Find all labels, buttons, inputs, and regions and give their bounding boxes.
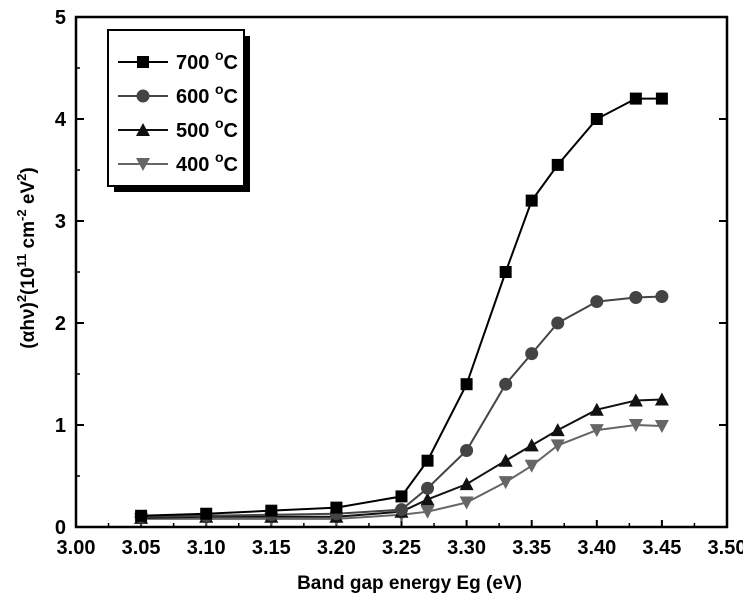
data-point-600 (499, 377, 513, 391)
legend-label: 500 oC (176, 115, 238, 142)
y-tick-label: 3 (55, 211, 66, 233)
data-point-500 (654, 392, 669, 406)
y-axis-ticks: 0 1 2 3 4 5 (55, 7, 727, 539)
data-point-600 (421, 481, 435, 495)
data-point-500 (420, 492, 435, 506)
x-axis-title: Band gap energy Eg (eV) (297, 573, 522, 594)
series-700 (135, 92, 668, 522)
legend: 700 oC 600 oC 500 oC 400 oC (107, 29, 250, 192)
data-point-600 (460, 444, 474, 457)
legend-label: 700 oC (176, 47, 238, 74)
y-title-sup3: -2 (14, 209, 29, 221)
series-line-600 (141, 295, 662, 518)
data-point-600 (629, 291, 643, 304)
data-point-400 (589, 424, 604, 438)
data-point-400 (654, 420, 669, 434)
data-point-700 (265, 504, 278, 517)
data-point-400 (420, 505, 435, 519)
x-tick-label: 3.45 (642, 537, 681, 559)
data-point-500 (628, 393, 643, 407)
data-point-700 (590, 113, 603, 125)
data-point-600 (551, 316, 565, 330)
y-title-sup2: 11 (14, 254, 29, 268)
data-point-600 (395, 503, 408, 517)
data-point-700 (655, 92, 668, 105)
data-point-700 (200, 507, 213, 520)
x-axis-ticks: 3.00 3.05 3.10 3.15 3.20 3.25 3.30 3.35 3.40 3.45… (57, 520, 743, 559)
data-point-500 (459, 477, 474, 491)
data-point-400 (498, 476, 513, 490)
x-tick-label: 3.15 (252, 537, 291, 559)
x-tick-label: 3.00 (57, 537, 96, 559)
data-point-700 (525, 194, 538, 207)
data-point-400 (459, 496, 474, 510)
y-title-sup4: 2 (14, 174, 29, 181)
y-axis-title: (αhν)2(1011 cm-2 eV2) (14, 167, 39, 348)
data-point-700 (460, 378, 473, 391)
y-title-part5: ) (18, 167, 39, 173)
x-tick-label: 3.50 (708, 537, 743, 559)
legend-entry-400: 400 oC (118, 149, 238, 176)
y-title-part4: eV (18, 181, 39, 210)
legend-entry-500: 500 oC (118, 115, 238, 142)
x-tick-label: 3.10 (187, 537, 226, 559)
y-tick-label: 2 (55, 313, 66, 335)
data-point-700 (421, 454, 434, 467)
y-tick-label: 0 (55, 517, 66, 539)
x-tick-label: 3.20 (317, 537, 356, 559)
data-point-700 (551, 158, 564, 171)
data-point-700 (135, 509, 148, 522)
y-tick-label: 5 (55, 7, 66, 29)
data-point-500 (524, 438, 539, 452)
x-tick-label: 3.25 (382, 537, 421, 559)
y-title-part3: cm (18, 221, 39, 254)
legend-marker (136, 123, 150, 136)
y-tick-label: 1 (55, 415, 66, 437)
legend-entry-600: 600 oC (118, 81, 238, 108)
data-point-700 (330, 501, 343, 514)
legend-marker (136, 158, 150, 171)
x-tick-label: 3.35 (512, 537, 551, 559)
x-tick-label: 3.40 (577, 537, 616, 559)
legend-marker (137, 56, 149, 68)
data-point-500 (589, 402, 604, 416)
y-title-sup1: 2 (14, 295, 29, 302)
data-point-600 (525, 347, 539, 361)
legend-box (107, 29, 245, 187)
plot-frame (74, 15, 729, 529)
y-title-part1: (αhν) (18, 302, 39, 349)
x-tick-label: 3.30 (447, 537, 486, 559)
data-point-700 (499, 266, 512, 278)
legend-label: 600 oC (176, 81, 238, 108)
data-point-700 (629, 92, 642, 105)
legend-label: 400 oC (176, 149, 238, 176)
series-layer (134, 92, 669, 526)
y-tick-label: 4 (55, 109, 67, 131)
legend-marker (136, 89, 150, 103)
data-point-400 (550, 439, 565, 453)
data-point-500 (550, 423, 565, 437)
series-600 (134, 289, 669, 524)
y-title-part2: (10 (18, 267, 39, 294)
x-tick-label: 3.05 (122, 537, 161, 559)
data-point-400 (524, 459, 539, 473)
data-point-700 (395, 490, 408, 503)
data-point-600 (590, 295, 604, 309)
data-point-600 (655, 289, 669, 303)
legend-entry-700: 700 oC (118, 47, 238, 74)
data-point-500 (498, 453, 513, 467)
data-point-400 (628, 419, 643, 432)
